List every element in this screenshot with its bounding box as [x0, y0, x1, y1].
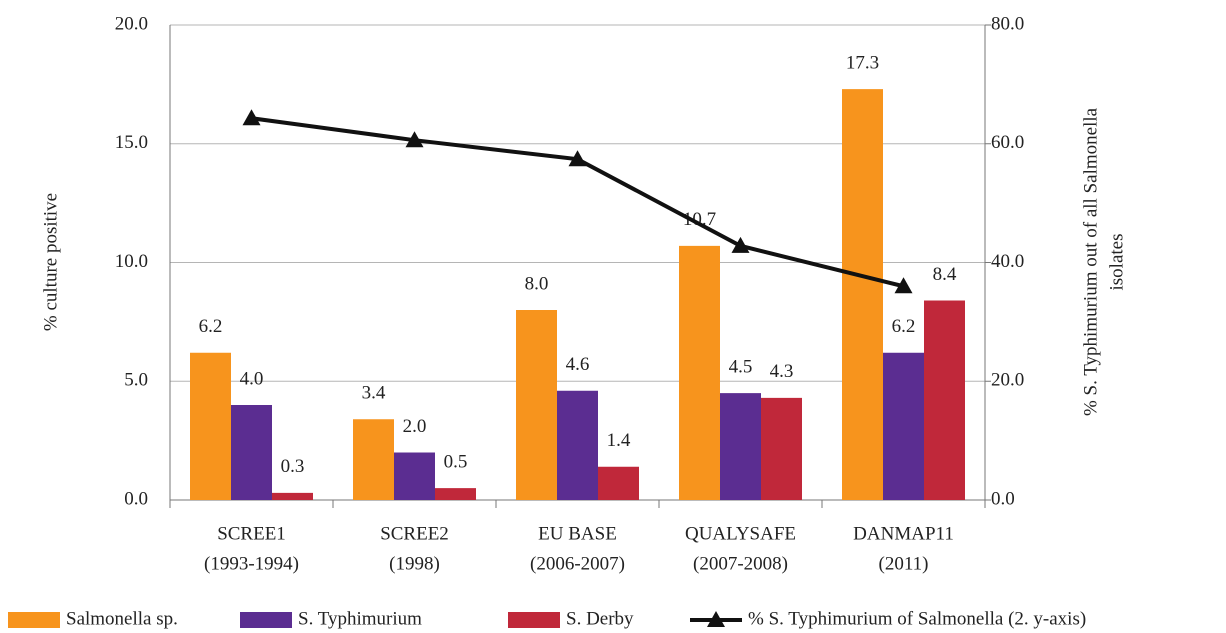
bar [394, 452, 435, 500]
value-label: 6.2 [892, 316, 916, 337]
value-label: 6.2 [199, 316, 223, 337]
x-tick-label: (2011) [879, 553, 929, 574]
value-label: 4.6 [566, 354, 590, 375]
x-tick-label: (1993-1994) [204, 553, 299, 574]
x-tick-label: (1998) [389, 553, 440, 574]
value-label: 8.4 [933, 264, 957, 285]
value-label: 4.0 [240, 368, 264, 389]
y-axis-label: % culture positive [40, 193, 61, 331]
y2-tick-label: 80.0 [991, 13, 1024, 34]
legend-swatch [8, 612, 60, 628]
legend-label: % S. Typhimurium of Salmonella (2. y-axi… [748, 608, 1086, 629]
value-label: 10.7 [683, 209, 716, 230]
bar [557, 390, 598, 500]
value-label: 0.5 [444, 451, 468, 472]
value-label: 17.3 [846, 52, 879, 73]
x-tick-label: DANMAP11 [853, 523, 954, 544]
bar [679, 245, 720, 500]
x-tick-label: (2007-2008) [693, 553, 788, 574]
y2-tick-label: 0.0 [991, 488, 1015, 509]
x-tick-label: QUALYSAFE [685, 523, 796, 544]
bar [761, 397, 802, 500]
legend-swatch [508, 612, 560, 628]
bar [231, 405, 272, 500]
legend-swatch [707, 611, 725, 627]
legend-label: S. Typhimurium [298, 608, 422, 629]
x-tick-label: EU BASE [538, 523, 617, 544]
bar [842, 89, 883, 500]
value-label: 4.3 [770, 361, 794, 382]
y2-tick-label: 40.0 [991, 251, 1024, 272]
line-marker [242, 109, 261, 126]
bar [516, 310, 557, 500]
bar [272, 492, 313, 500]
bar [720, 393, 761, 500]
value-label: 0.3 [281, 456, 305, 477]
bar [353, 419, 394, 500]
y-tick-label: 0.0 [124, 488, 148, 509]
y2-tick-label: 20.0 [991, 370, 1024, 391]
value-label: 4.5 [729, 356, 753, 377]
x-tick-label: SCREE2 [380, 523, 449, 544]
x-tick-label: (2006-2007) [530, 553, 625, 574]
bar [924, 300, 965, 500]
bar [883, 352, 924, 500]
value-label: 2.0 [403, 416, 427, 437]
y-tick-label: 5.0 [124, 370, 148, 391]
y2-tick-label: 60.0 [991, 132, 1024, 153]
line-marker [405, 131, 424, 148]
bar [435, 488, 476, 500]
y2-axis-label: % S. Typhimurium out of all Salmonella [1080, 107, 1101, 416]
legend-swatch [240, 612, 292, 628]
y-tick-label: 20.0 [115, 13, 148, 34]
bar [190, 352, 231, 500]
line-marker [894, 277, 913, 294]
line-marker [568, 150, 587, 167]
line-marker [731, 236, 750, 253]
value-label: 8.0 [525, 273, 549, 294]
legend-label: Salmonella sp. [66, 608, 178, 629]
value-label: 3.4 [362, 383, 386, 404]
bar [598, 466, 639, 500]
value-label: 1.4 [607, 430, 631, 451]
y-tick-label: 15.0 [115, 132, 148, 153]
legend-label: S. Derby [566, 608, 634, 629]
x-tick-label: SCREE1 [217, 523, 286, 544]
y-tick-label: 10.0 [115, 251, 148, 272]
y2-axis-label: isolates [1106, 234, 1127, 291]
